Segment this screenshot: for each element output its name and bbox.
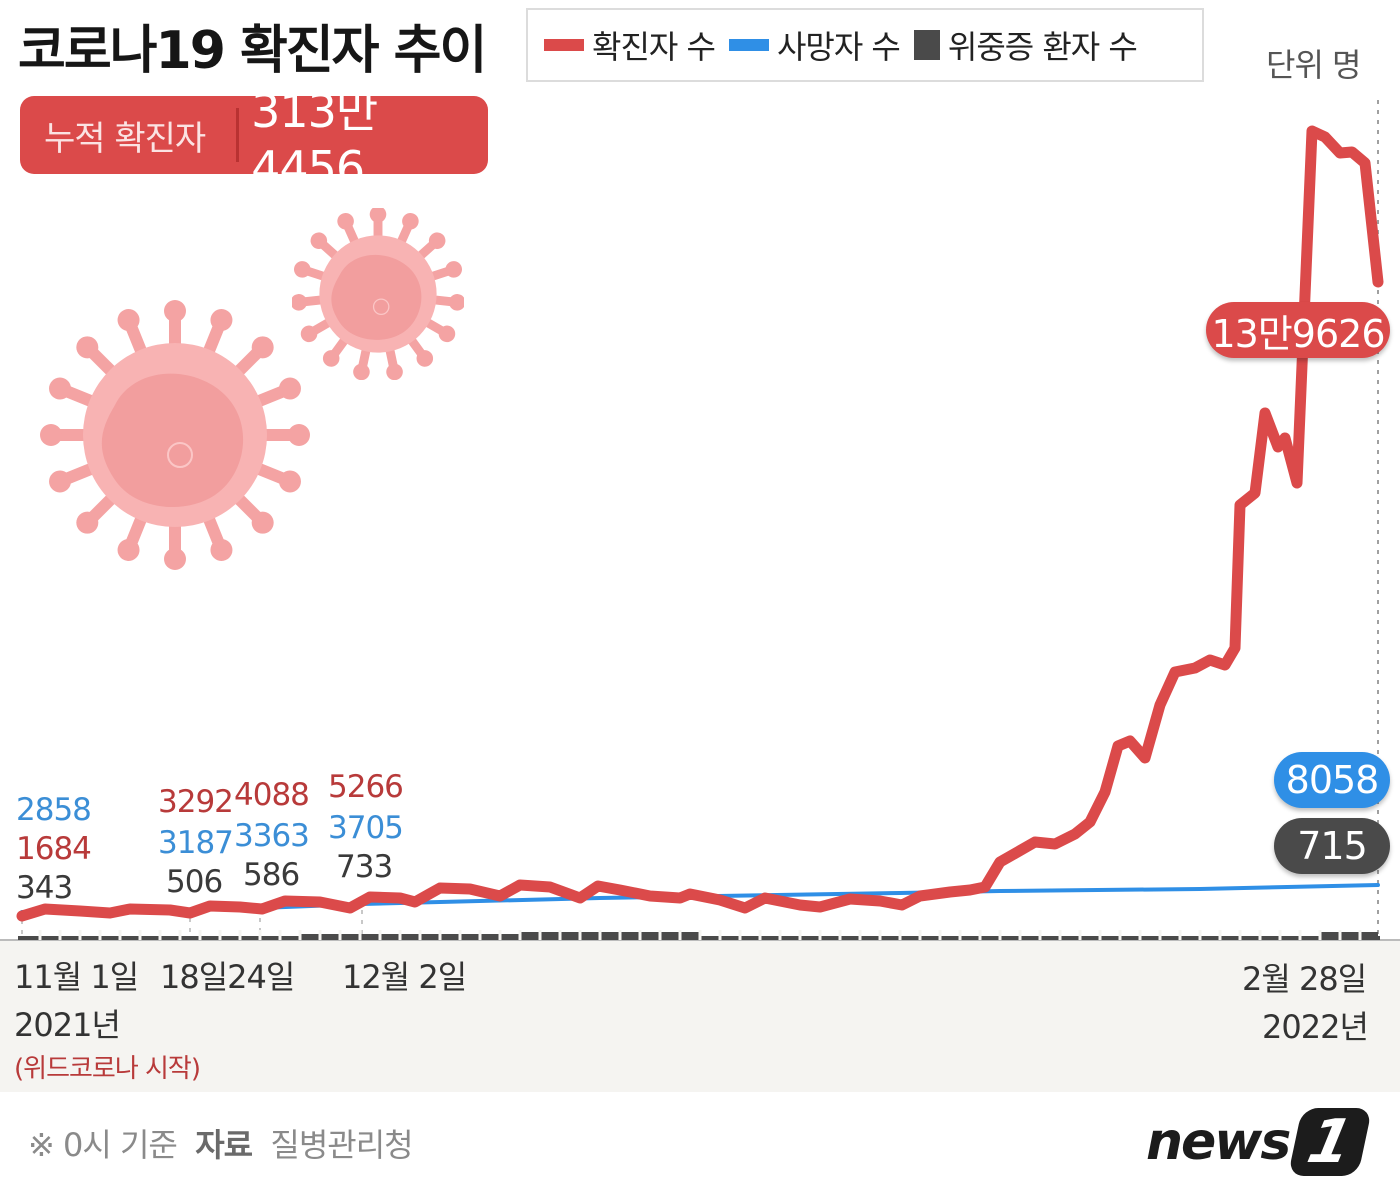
red-line-swatch-icon xyxy=(544,39,584,51)
legend-label: 사망자 수 xyxy=(776,28,901,66)
footer-source-note: ※ 0시 기준 자료 질병관리청 xyxy=(28,1120,414,1166)
chart-legend: 확진자 수 사망자 수 위중증 환자 수 xyxy=(526,8,1204,82)
x-label-nov1: 11월 1일 xyxy=(14,958,139,996)
annotation-nov1-critical: 343 xyxy=(16,870,73,906)
confirmed-line xyxy=(16,125,1384,922)
cumulative-value: 313만4456 xyxy=(251,84,378,195)
x-label-nov18-24: 18일24일 xyxy=(160,958,295,996)
legend-item-deaths: 사망자 수 xyxy=(728,22,901,68)
annotation-nov18-deaths: 3187 xyxy=(158,825,234,861)
logo-text: news xyxy=(1146,1112,1291,1172)
annotation-dec2-confirmed: 5266 xyxy=(328,769,404,805)
logo-one-icon: 1 xyxy=(1288,1107,1373,1177)
legend-item-critical: 위중증 환자 수 xyxy=(913,22,1138,68)
x-label-feb28: 2월 28일 xyxy=(1242,960,1367,998)
annotation-nov18-confirmed: 3292 xyxy=(158,784,234,820)
annotation-dec2-deaths: 3705 xyxy=(328,810,404,846)
blue-line-swatch-icon xyxy=(728,39,769,51)
small-virus-icon xyxy=(292,208,464,380)
cumulative-label: 누적 확진자 xyxy=(44,118,206,159)
source-label: 자료 xyxy=(195,1126,253,1164)
chart-title: 코로나19 확진자 추이 xyxy=(18,21,487,81)
badge-divider xyxy=(236,108,240,162)
news1-logo: news 1 xyxy=(1146,1107,1373,1177)
bar-gaps xyxy=(38,930,1362,940)
x-label-year-end: 2022년 xyxy=(1262,1008,1369,1046)
x-label-year-start: 2021년 xyxy=(14,1006,121,1044)
annotation-nov1-confirmed: 1684 xyxy=(16,831,92,867)
legend-label: 확진자 수 xyxy=(592,28,716,66)
gray-square-swatch-icon xyxy=(913,30,940,60)
with-corona-note: (위드코로나 시작) xyxy=(14,1054,201,1084)
annotation-dec2-critical: 733 xyxy=(336,849,393,885)
legend-item-confirmed: 확진자 수 xyxy=(544,22,716,68)
x-axis-band xyxy=(0,940,1400,1092)
annotation-nov24-confirmed: 4088 xyxy=(234,777,310,813)
annotation-nov1-deaths: 2858 xyxy=(16,792,92,828)
annotation-nov24-deaths: 3363 xyxy=(234,818,310,854)
cumulative-confirmed-badge: 누적 확진자 313만4456 xyxy=(20,84,488,195)
large-virus-icon xyxy=(40,300,310,570)
confirmed-latest-pill: 13만9626 xyxy=(1206,302,1390,358)
critical-latest-pill: 715 xyxy=(1274,818,1390,874)
annotation-nov24-critical: 586 xyxy=(243,857,300,893)
unit-label: 단위 명 xyxy=(1266,46,1361,84)
annotation-nov18-critical: 506 xyxy=(166,864,223,900)
basis-note: ※ 0시 기준 xyxy=(28,1126,178,1164)
source-name: 질병관리청 xyxy=(270,1126,413,1164)
legend-label: 위중증 환자 수 xyxy=(947,28,1138,66)
x-label-dec2: 12월 2일 xyxy=(342,958,467,996)
deaths-latest-pill: 8058 xyxy=(1274,752,1390,808)
